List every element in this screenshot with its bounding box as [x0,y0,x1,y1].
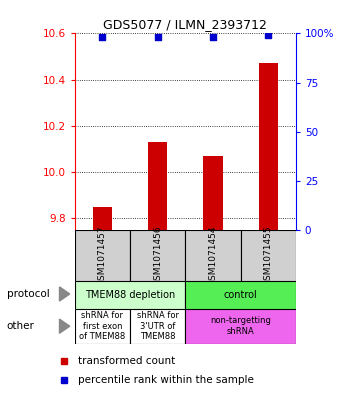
Bar [241,230,296,281]
Text: GSM1071457: GSM1071457 [98,225,107,286]
Bar [148,142,167,230]
Bar [258,63,278,230]
Bar [185,230,241,281]
Bar [130,309,185,344]
Text: shRNA for
3'UTR of
TMEM88: shRNA for 3'UTR of TMEM88 [137,311,179,341]
Bar [75,281,185,309]
Polygon shape [59,287,70,301]
Point [155,34,160,40]
Text: GSM1071456: GSM1071456 [153,225,162,286]
Text: GSM1071454: GSM1071454 [208,225,217,286]
Bar [185,309,296,344]
Text: shRNA for
first exon
of TMEM88: shRNA for first exon of TMEM88 [79,311,125,341]
Bar [185,281,296,309]
Point [210,34,216,40]
Point [266,32,271,39]
Bar [75,230,130,281]
Bar [130,230,185,281]
Text: non-targetting
shRNA: non-targetting shRNA [210,316,271,336]
Text: protocol: protocol [7,289,50,299]
Bar [75,309,130,344]
Polygon shape [59,319,70,333]
Bar [93,207,112,230]
Text: other: other [7,321,35,331]
Text: GSM1071455: GSM1071455 [264,225,273,286]
Point [100,34,105,40]
Text: percentile rank within the sample: percentile rank within the sample [78,375,254,386]
Text: control: control [224,290,257,300]
Text: transformed count: transformed count [78,356,175,366]
Title: GDS5077 / ILMN_2393712: GDS5077 / ILMN_2393712 [103,18,267,31]
Text: TMEM88 depletion: TMEM88 depletion [85,290,175,300]
Bar [203,156,223,230]
